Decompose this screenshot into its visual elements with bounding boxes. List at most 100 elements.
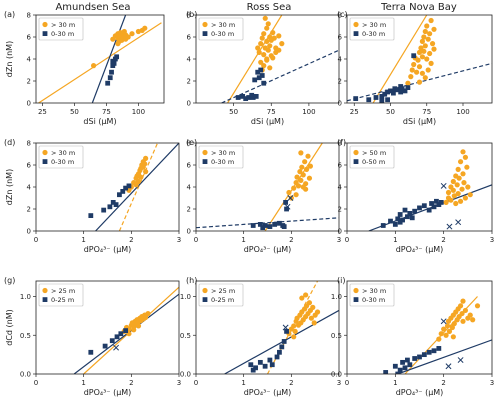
y-tick-label-c-4: 8 <box>338 12 342 20</box>
point-e-deep-12 <box>303 166 310 172</box>
panel-label-g: (g) <box>4 276 15 285</box>
point-d-deep-16 <box>143 155 149 161</box>
x-tick-label-g-3: 3 <box>177 379 181 387</box>
y-tick-label-f-3: 6 <box>338 162 343 170</box>
legend-label-deep-d: > 30 m <box>51 149 75 157</box>
plot-body-h <box>224 281 339 374</box>
point-c-deep-13 <box>421 48 427 54</box>
point-i-deep-4 <box>444 323 451 329</box>
point-d-deep-12 <box>138 174 144 180</box>
point-f-deep-12 <box>456 175 462 181</box>
point-b-surface-3 <box>246 95 252 100</box>
point-c-deep-1 <box>408 74 414 80</box>
y-axis-label-a: dZn (nM) <box>5 41 14 77</box>
x-axis-label-g: dPO₄³⁻ (μM) <box>84 388 132 397</box>
legend-marker-deep-d <box>42 149 48 156</box>
fit-line-d-0 <box>118 143 159 231</box>
fit-line-b-0 <box>227 15 283 103</box>
x-tick-label-e-1: 1 <box>241 236 245 244</box>
legend-box-h <box>198 283 244 307</box>
legend-box-g <box>38 283 84 307</box>
point-e-surface-8 <box>283 200 289 205</box>
point-f-surface-13 <box>429 201 434 206</box>
fit-line-e-1 <box>196 217 339 229</box>
point-a-surface-0 <box>105 80 111 86</box>
legend-label-deep-g: > 25 m <box>51 287 75 295</box>
point-h-deep-2 <box>291 323 297 329</box>
panel-label-a: (a) <box>4 10 15 19</box>
point-d-deep-11 <box>143 169 149 175</box>
point-h-deep-21 <box>311 320 317 326</box>
y-tick-label-c-2: 4 <box>338 56 343 64</box>
x-tick-label-i-2: 2 <box>441 379 445 387</box>
point-b-surface-6 <box>253 94 259 99</box>
point-c-deep-5 <box>414 69 420 75</box>
point-i-deep-0 <box>436 336 442 342</box>
point-f-deep-16 <box>461 180 467 186</box>
point-f-deep-22 <box>462 195 469 201</box>
point-i-deep-10 <box>451 321 457 327</box>
point-e-deep-8 <box>299 164 305 170</box>
panel-label-c: (c) <box>337 10 348 19</box>
legend-label-surface-c: 0-30 m <box>362 30 385 38</box>
point-h-deep-3 <box>292 328 298 334</box>
point-f-surface-17 <box>438 200 444 205</box>
point-e-surface-7 <box>284 206 289 212</box>
excluded-marker-g-0 <box>113 344 120 351</box>
point-e-surface-5 <box>277 220 282 226</box>
x-tick-label-f-0: 0 <box>345 236 349 244</box>
point-c-surface-6 <box>388 88 393 94</box>
point-i-surface-6 <box>407 362 413 368</box>
point-b-deep-28 <box>264 56 270 62</box>
point-c-deep-0 <box>405 80 411 86</box>
point-c-surface-9 <box>395 87 401 93</box>
point-e-deep-5 <box>295 183 302 189</box>
point-b-deep-27 <box>262 15 268 21</box>
point-b-deep-5 <box>261 52 267 58</box>
point-f-deep-5 <box>450 187 456 193</box>
x-tick-label-g-2: 2 <box>129 379 133 387</box>
point-f-surface-9 <box>412 208 418 214</box>
point-d-surface-3 <box>110 200 116 205</box>
point-b-surface-1 <box>240 94 246 99</box>
point-g-surface-0 <box>88 349 94 355</box>
y-tick-label-b-0: 0 <box>187 100 191 108</box>
excluded-marker-f-2 <box>455 219 462 226</box>
point-b-deep-25 <box>270 55 276 61</box>
legend-label-surface-f: 0-50 m <box>362 158 385 166</box>
point-b-deep-24 <box>267 65 273 71</box>
excluded-marker-i-0 <box>440 318 447 325</box>
x-tick-label-a-2: 75 <box>102 108 111 116</box>
point-f-deep-2 <box>445 189 452 196</box>
point-h-surface-8 <box>279 344 285 350</box>
point-e-surface-10 <box>260 225 266 231</box>
y-tick-label-d-4: 8 <box>27 140 31 148</box>
point-b-deep-19 <box>276 33 282 39</box>
legend-a: > 30 m0-30 m <box>38 17 84 41</box>
point-c-deep-16 <box>424 56 430 62</box>
point-b-deep-21 <box>258 59 264 65</box>
point-h-surface-6 <box>274 354 280 360</box>
point-c-deep-28 <box>431 26 437 32</box>
point-b-deep-9 <box>265 47 271 53</box>
y-tick-label-f-0: 0 <box>338 228 342 236</box>
x-tick-label-f-1: 1 <box>393 236 397 244</box>
point-f-surface-4 <box>397 212 403 217</box>
point-b-deep-15 <box>270 29 276 36</box>
x-tick-label-d-1: 1 <box>81 236 85 244</box>
point-b-surface-2 <box>243 96 249 101</box>
column-title-3: Terra Nova Bay <box>380 2 457 13</box>
y-tick-label-e-1: 2 <box>187 206 191 214</box>
point-f-surface-15 <box>434 198 439 204</box>
point-c-deep-3 <box>411 61 417 68</box>
point-g-surface-5 <box>123 328 129 333</box>
legend-label-surface-e: 0-30 m <box>211 158 234 166</box>
point-e-surface-4 <box>272 222 278 227</box>
point-c-deep-14 <box>422 28 428 35</box>
panel-label-h: (h) <box>186 276 197 285</box>
point-c-deep-23 <box>431 46 437 52</box>
fit-line-a-0 <box>38 22 162 103</box>
x-tick-label-b-1: 75 <box>267 108 276 116</box>
legend-label-surface-i: 0-30 m <box>362 296 385 304</box>
